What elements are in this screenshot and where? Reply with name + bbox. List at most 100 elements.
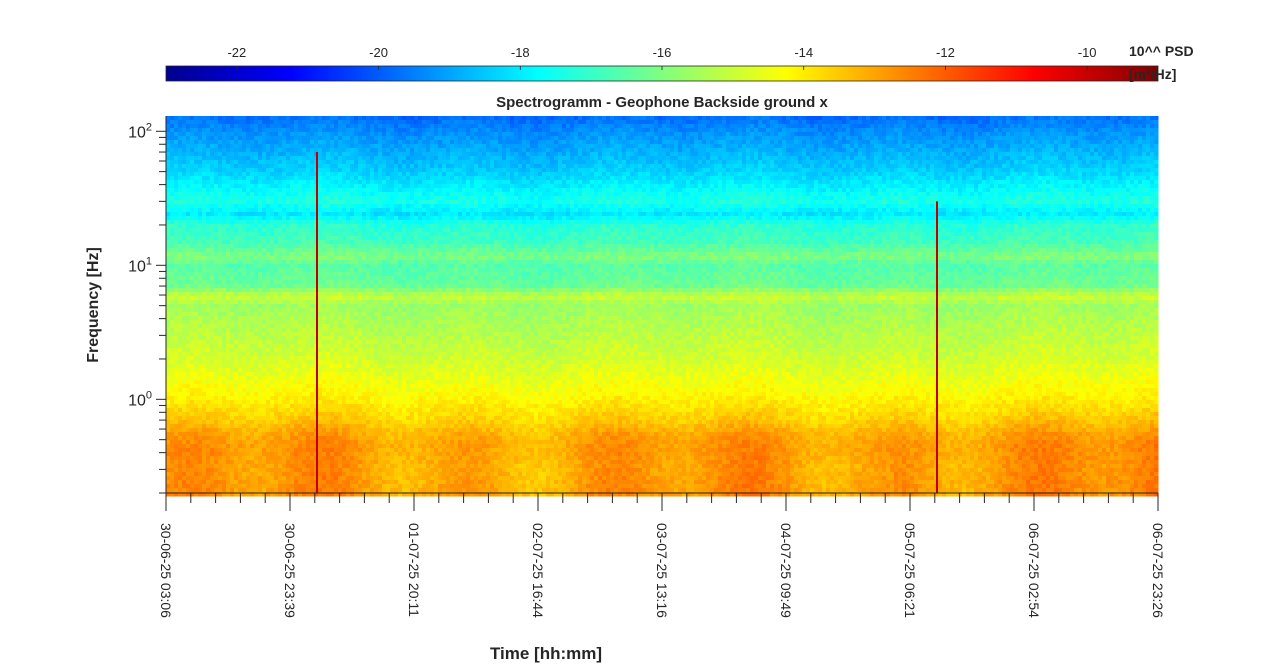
heatmap-cell: [182, 172, 187, 177]
heatmap-cell: [606, 116, 611, 121]
heatmap-cell: [1098, 128, 1103, 133]
heatmap-cell: [1018, 128, 1023, 133]
heatmap-cell: [822, 160, 827, 165]
heatmap-cell: [774, 188, 779, 193]
heatmap-cell: [1086, 168, 1091, 173]
heatmap-cell: [686, 192, 691, 197]
heatmap-cell: [674, 160, 679, 165]
heatmap-cell: [222, 164, 227, 169]
heatmap-cell: [606, 144, 611, 149]
heatmap-cell: [610, 176, 615, 181]
heatmap-cell: [630, 120, 635, 125]
heatmap-cell: [606, 132, 611, 137]
heatmap-cell: [854, 144, 859, 149]
heatmap-cell: [734, 124, 739, 129]
heatmap-cell: [1074, 160, 1079, 165]
heatmap-cell: [994, 160, 999, 165]
heatmap-cell: [1138, 120, 1143, 125]
heatmap-cell: [902, 184, 907, 189]
heatmap-cell: [258, 184, 263, 189]
heatmap-cell: [514, 172, 519, 177]
heatmap-cell: [570, 160, 575, 165]
heatmap-cell: [266, 124, 271, 129]
heatmap-cell: [834, 160, 839, 165]
heatmap-cell: [466, 116, 471, 121]
heatmap-cell: [986, 172, 991, 177]
heatmap-cell: [898, 184, 903, 189]
heatmap-cell: [294, 160, 299, 165]
heatmap-cell: [1030, 176, 1035, 181]
heatmap-cell: [554, 120, 559, 125]
heatmap-cell: [626, 128, 631, 133]
heatmap-cell: [830, 148, 835, 153]
heatmap-cell: [362, 164, 367, 169]
heatmap-cell: [534, 176, 539, 181]
heatmap-cell: [518, 164, 523, 169]
heatmap-cell: [1046, 156, 1051, 161]
heatmap-cell: [538, 124, 543, 129]
heatmap-cell: [470, 192, 475, 197]
heatmap-cell: [290, 184, 295, 189]
heatmap-cell: [690, 120, 695, 125]
heatmap-cell: [554, 140, 559, 145]
heatmap-cell: [1054, 184, 1059, 189]
heatmap-cell: [986, 188, 991, 193]
heatmap-cell: [722, 132, 727, 137]
heatmap-cell: [958, 160, 963, 165]
heatmap-cell: [1082, 184, 1087, 189]
heatmap-cell: [582, 116, 587, 121]
heatmap-cell: [998, 156, 1003, 161]
heatmap-cell: [378, 152, 383, 157]
heatmap-cell: [266, 132, 271, 137]
heatmap-cell: [246, 116, 251, 121]
heatmap-cell: [946, 180, 951, 185]
heatmap-cell: [202, 132, 207, 137]
heatmap-cell: [566, 176, 571, 181]
heatmap-cell: [574, 192, 579, 197]
heatmap-cell: [1086, 152, 1091, 157]
heatmap-cell: [934, 128, 939, 133]
heatmap-cell: [326, 144, 331, 149]
heatmap-cell: [246, 192, 251, 197]
heatmap-cell: [310, 180, 315, 185]
heatmap-cell: [810, 180, 815, 185]
heatmap-cell: [170, 180, 175, 185]
heatmap-cell: [174, 180, 179, 185]
heatmap-cell: [526, 164, 531, 169]
heatmap-cell: [926, 116, 931, 121]
heatmap-cell: [1058, 184, 1063, 189]
heatmap-cell: [1134, 176, 1139, 181]
heatmap-cell: [210, 124, 215, 129]
heatmap-cell: [378, 180, 383, 185]
heatmap-cell: [1150, 160, 1155, 165]
heatmap-cell: [474, 172, 479, 177]
heatmap-cell: [298, 152, 303, 157]
heatmap-cell: [622, 176, 627, 181]
heatmap-cell: [1030, 168, 1035, 173]
heatmap-cell: [670, 136, 675, 141]
heatmap-cell: [766, 116, 771, 121]
heatmap-cell: [782, 128, 787, 133]
heatmap-cell: [350, 140, 355, 145]
heatmap-cell: [738, 160, 743, 165]
heatmap-cell: [514, 124, 519, 129]
heatmap-cell: [778, 132, 783, 137]
heatmap-cell: [178, 168, 183, 173]
heatmap-cell: [858, 164, 863, 169]
heatmap-cell: [1094, 164, 1099, 169]
heatmap-cell: [506, 184, 511, 189]
heatmap-cell: [574, 116, 579, 121]
heatmap-cell: [1050, 176, 1055, 181]
heatmap-cell: [614, 124, 619, 129]
heatmap-cell: [462, 116, 467, 121]
heatmap-cell: [854, 156, 859, 161]
heatmap-cell: [350, 160, 355, 165]
heatmap-cell: [946, 128, 951, 133]
heatmap-cell: [274, 136, 279, 141]
heatmap-cell: [578, 168, 583, 173]
heatmap-cell: [926, 124, 931, 129]
heatmap-cell: [966, 180, 971, 185]
heatmap-cell: [246, 148, 251, 153]
heatmap-cell: [750, 120, 755, 125]
heatmap-cell: [206, 136, 211, 141]
